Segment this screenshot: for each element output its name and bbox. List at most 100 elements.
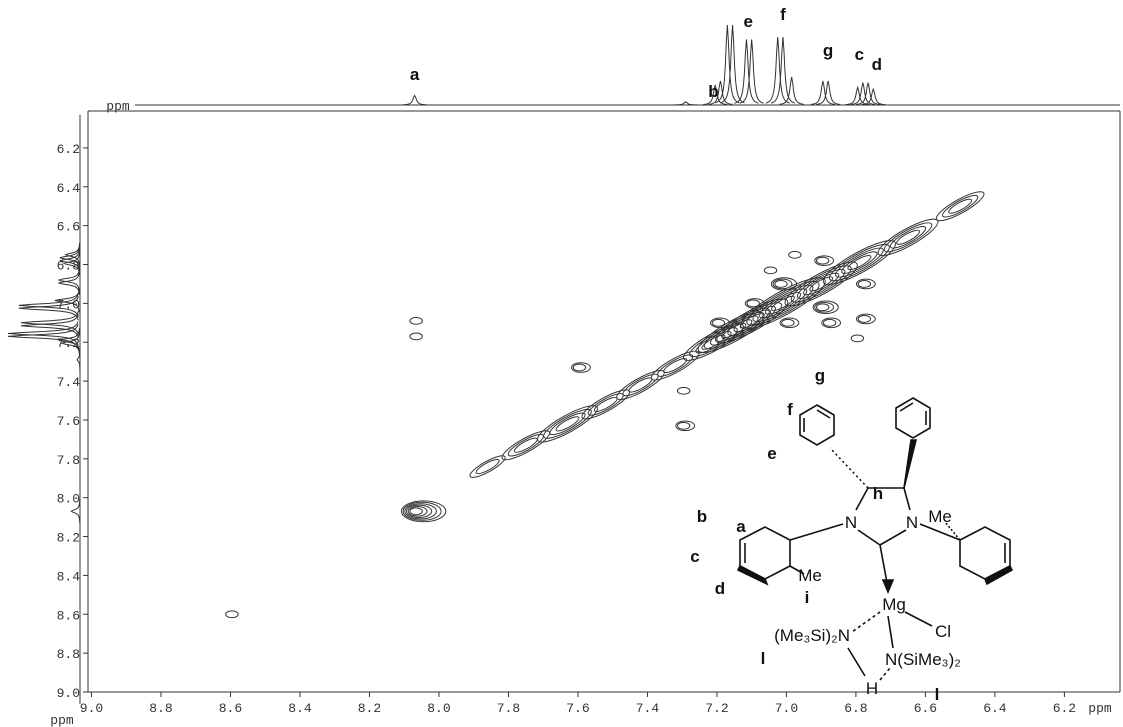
contour (822, 240, 897, 285)
contour (770, 295, 795, 311)
contour (948, 198, 973, 214)
projection-peak (7, 324, 79, 349)
contour (407, 505, 428, 517)
x-tick-label: 7.0 (775, 701, 798, 716)
x-tick-label: 7.4 (636, 701, 660, 716)
x-tick-label: 8.2 (358, 701, 381, 716)
projection-peak (850, 82, 875, 105)
contour (587, 393, 624, 416)
projection-peak (59, 245, 80, 270)
contour (803, 272, 840, 296)
contour (404, 503, 437, 520)
peak-label: f (780, 5, 786, 24)
projection-peak (20, 313, 79, 338)
projection-peak (734, 39, 759, 104)
contour (896, 229, 921, 245)
atom-label: N(SiMe₃)₂ (885, 650, 961, 669)
contour (841, 251, 878, 274)
x-tick-label: 6.2 (1053, 701, 1076, 716)
contour (739, 313, 764, 329)
contour (857, 315, 872, 323)
projection-peak (54, 288, 80, 313)
ring (895, 397, 931, 439)
cross-peak (812, 300, 839, 314)
contour (689, 327, 738, 358)
projection-peak (402, 94, 427, 106)
structure (736, 397, 1014, 681)
contour (828, 243, 890, 282)
projection-peak (779, 76, 804, 105)
contour (763, 266, 778, 275)
contour (752, 284, 814, 323)
bond (789, 565, 805, 575)
contour (406, 504, 433, 518)
atom-label: d (715, 579, 725, 598)
contour (657, 354, 694, 377)
diagonal-peak (469, 455, 506, 478)
contour (857, 280, 872, 288)
contour (812, 300, 839, 314)
contour (779, 317, 800, 329)
contour (770, 277, 798, 291)
y-tick-label: 6.6 (57, 220, 80, 235)
contour (935, 191, 985, 222)
peak-label: a (410, 65, 420, 84)
x-axis-label: ppm (1088, 701, 1112, 716)
bond (855, 487, 869, 511)
cross-peak (571, 362, 591, 373)
contour (716, 319, 753, 342)
y-tick-label: 7.8 (57, 453, 80, 468)
peak-label: b (708, 82, 718, 101)
cross-peak (763, 266, 778, 275)
diagonal-peak (650, 350, 700, 381)
y-tick-label: 8.6 (57, 608, 80, 623)
y-tick-label: 7.4 (57, 375, 81, 390)
projection-peak (765, 36, 790, 104)
projection-peak (708, 80, 733, 105)
cross-peak (675, 420, 696, 432)
contour (814, 255, 835, 266)
contour (740, 277, 826, 330)
atom-label: H (866, 679, 878, 698)
ring (799, 404, 835, 446)
contour (650, 350, 700, 381)
y-tick-label: 6.8 (57, 259, 80, 274)
cross-peak (676, 386, 691, 395)
contour (469, 455, 506, 478)
contour (855, 278, 876, 290)
contour (537, 405, 598, 443)
atom-label: a (736, 517, 746, 536)
contour (676, 386, 691, 395)
bond (847, 647, 866, 677)
contour (942, 194, 979, 218)
atom-label: l (935, 685, 940, 704)
x-tick-label: 7.8 (497, 701, 520, 716)
contour (847, 254, 872, 271)
bold-bond (736, 564, 769, 586)
projection-peak (810, 80, 835, 105)
diagonal-peak (877, 218, 939, 256)
atom-label: c (690, 547, 699, 566)
contour (784, 261, 858, 307)
x-tick-label: 8.6 (219, 701, 242, 716)
cross-peak (779, 317, 800, 329)
atom-label: N (845, 513, 857, 532)
contour (788, 250, 802, 259)
diagonal-peak (715, 298, 789, 344)
cross-peak (855, 313, 876, 325)
x-tick-label: 6.4 (983, 701, 1007, 716)
cross-peak (744, 298, 765, 309)
contour (400, 500, 447, 523)
cross-peak (788, 250, 802, 259)
top-axis-label: ppm (106, 99, 130, 114)
contour (781, 318, 795, 327)
atom-label: (Me₃Si)₂N (774, 626, 850, 645)
contour (571, 362, 591, 373)
bond (887, 615, 894, 649)
contour (772, 278, 793, 290)
contour (622, 373, 659, 397)
cross-peak (409, 332, 423, 341)
bond (857, 529, 881, 546)
